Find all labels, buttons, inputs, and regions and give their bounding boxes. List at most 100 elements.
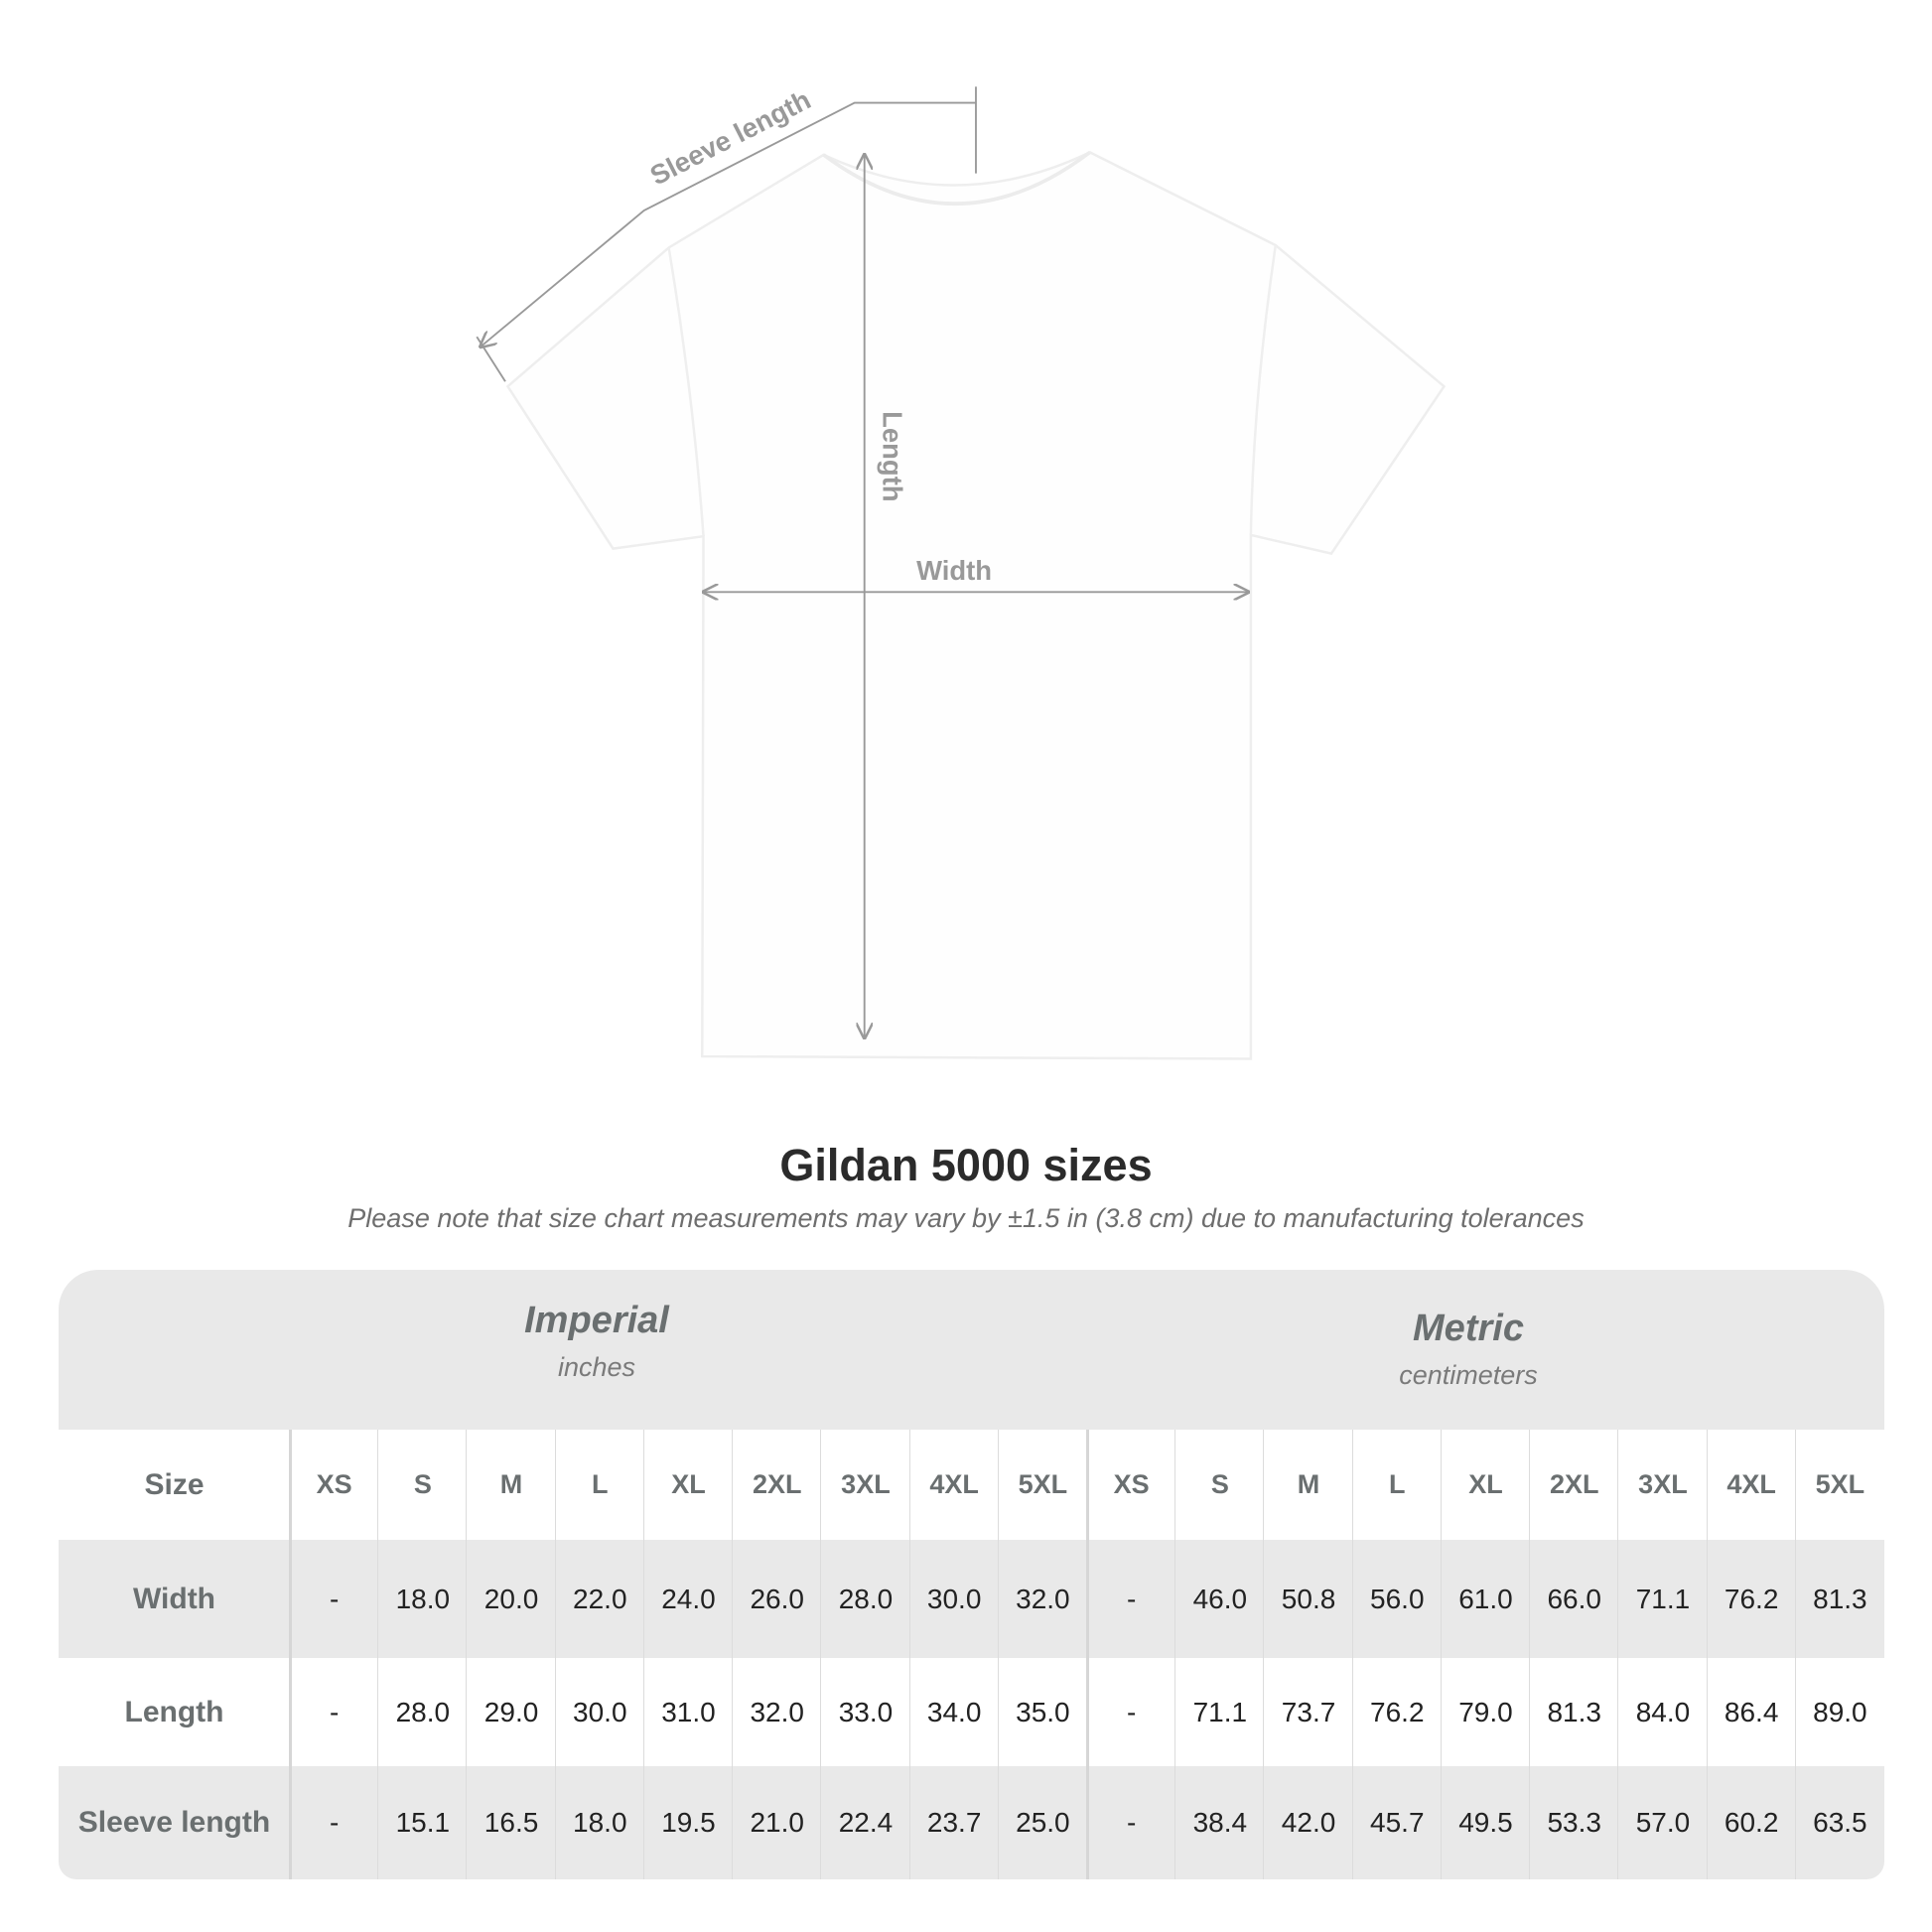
metric-value: 71.1 <box>1192 1696 1248 1727</box>
metric-value: 57.0 <box>1635 1807 1691 1838</box>
metric-value: 76.2 <box>1370 1696 1425 1727</box>
sleeve-seam-right <box>1249 244 1278 535</box>
metric-value: 60.2 <box>1724 1807 1779 1838</box>
size-table: Imperial inches Metric centimeters Size X… <box>59 1270 1884 1879</box>
metric-value: 81.3 <box>1547 1696 1601 1727</box>
metric-value: 76.2 <box>1724 1583 1779 1614</box>
imperial-value: 30.0 <box>926 1583 982 1614</box>
size-row-band <box>59 1430 1884 1540</box>
imperial-value: 21.0 <box>750 1807 804 1838</box>
column-divider <box>1440 1430 1442 1879</box>
metric-value: - <box>1126 1696 1137 1727</box>
row-label: Sleeve length <box>77 1806 271 1839</box>
imperial-size-header: L <box>592 1469 609 1499</box>
imperial-value: 16.5 <box>483 1807 539 1838</box>
imperial-value: 18.0 <box>395 1583 451 1614</box>
metric-value: 42.0 <box>1281 1807 1336 1838</box>
column-divider <box>554 1430 556 1879</box>
metric-size-header: 4XL <box>1726 1469 1776 1499</box>
imperial-value: 33.0 <box>838 1696 894 1727</box>
imperial-value: - <box>329 1696 340 1727</box>
imperial-value: 28.0 <box>395 1696 451 1727</box>
metric-size-header: L <box>1389 1469 1406 1499</box>
metric-value: 49.5 <box>1458 1807 1513 1838</box>
imperial-size-header: M <box>499 1469 523 1499</box>
metric-value: 45.7 <box>1370 1807 1425 1838</box>
sleeve-length-line <box>481 101 976 347</box>
width-label: Width <box>916 555 992 586</box>
metric-value: 79.0 <box>1458 1696 1513 1727</box>
metric-value: 61.0 <box>1458 1583 1513 1614</box>
metric-size-header: XS <box>1113 1469 1150 1499</box>
metric-size-header: XL <box>1468 1469 1503 1499</box>
row-label: Length <box>124 1695 224 1728</box>
imperial-value: 24.0 <box>661 1583 716 1614</box>
row-band <box>59 1540 1884 1658</box>
metric-value: 38.4 <box>1192 1807 1248 1838</box>
imperial-value: 15.1 <box>395 1807 451 1838</box>
imperial-value: 20.0 <box>483 1583 539 1614</box>
metric-value: 56.0 <box>1370 1583 1425 1614</box>
size-header-label: Size <box>144 1467 205 1501</box>
chart-title: Gildan 5000 sizes <box>779 1140 1153 1190</box>
imperial-size-header: S <box>413 1469 432 1499</box>
imperial-value: - <box>329 1583 340 1614</box>
imperial-value: 25.0 <box>1016 1807 1070 1838</box>
imperial-value: 31.0 <box>661 1696 716 1727</box>
column-divider <box>1529 1430 1531 1879</box>
column-divider <box>732 1430 734 1879</box>
metric-size-header: 2XL <box>1549 1469 1599 1499</box>
column-divider <box>1706 1430 1708 1879</box>
imperial-value: 34.0 <box>926 1696 982 1727</box>
column-divider <box>1617 1430 1619 1879</box>
metric-value: 71.1 <box>1635 1583 1691 1614</box>
imperial-value: 30.0 <box>573 1696 627 1727</box>
metric-size-header: 3XL <box>1638 1469 1688 1499</box>
imperial-size-header: 4XL <box>929 1469 979 1499</box>
column-divider <box>1794 1430 1796 1879</box>
metric-value: 46.0 <box>1192 1583 1248 1614</box>
metric-unit: centimeters <box>1399 1360 1538 1390</box>
metric-value: 84.0 <box>1635 1696 1691 1727</box>
metric-value: 73.7 <box>1281 1696 1336 1727</box>
tolerance-note: Please note that size chart measurements… <box>347 1203 1585 1233</box>
imperial-value: 23.7 <box>926 1807 982 1838</box>
metric-value: 81.3 <box>1813 1583 1867 1614</box>
imperial-value: 19.5 <box>661 1807 716 1838</box>
row-band <box>59 1658 1884 1766</box>
imperial-value: 28.0 <box>838 1583 894 1614</box>
imperial-value: 35.0 <box>1016 1696 1070 1727</box>
metric-size-header: M <box>1297 1469 1320 1499</box>
imperial-value: 26.0 <box>750 1583 804 1614</box>
tshirt-shape <box>505 151 1447 1060</box>
imperial-header: Imperial inches <box>299 1300 895 1383</box>
imperial-unit: inches <box>557 1352 636 1382</box>
metric-value: 66.0 <box>1547 1583 1601 1614</box>
metric-header: Metric centimeters <box>1171 1308 1766 1391</box>
imperial-value: - <box>329 1807 340 1838</box>
metric-value: 63.5 <box>1813 1807 1867 1838</box>
metric-value: 50.8 <box>1281 1583 1336 1614</box>
column-divider <box>466 1430 468 1879</box>
imperial-size-header: XL <box>671 1469 706 1499</box>
imperial-value: 18.0 <box>573 1807 627 1838</box>
metric-value: - <box>1126 1807 1137 1838</box>
metric-value: - <box>1126 1583 1137 1614</box>
sleeve-tick-end <box>476 336 506 382</box>
imperial-title: Imperial <box>524 1300 669 1341</box>
metric-value: 89.0 <box>1813 1696 1867 1727</box>
length-label: Length <box>877 411 907 501</box>
column-divider <box>908 1430 910 1879</box>
imperial-size-header: 3XL <box>841 1469 891 1499</box>
imperial-value: 22.4 <box>838 1807 894 1838</box>
sleeve-seam-left <box>667 247 705 537</box>
imperial-size-header: 5XL <box>1018 1469 1068 1499</box>
column-divider <box>289 1430 292 1879</box>
metric-value: 86.4 <box>1724 1696 1779 1727</box>
metric-size-header: 5XL <box>1815 1469 1865 1499</box>
row-label: Width <box>132 1582 216 1615</box>
row-band <box>59 1766 1884 1879</box>
column-divider <box>642 1430 644 1879</box>
imperial-value: 32.0 <box>1016 1583 1070 1614</box>
